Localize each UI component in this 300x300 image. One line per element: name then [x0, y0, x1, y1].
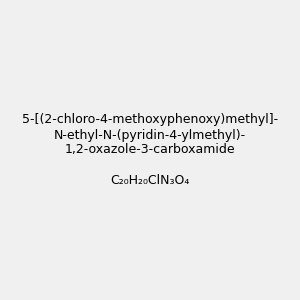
Text: 5-[(2-chloro-4-methoxyphenoxy)methyl]-
N-ethyl-N-(pyridin-4-ylmethyl)-
1,2-oxazo: 5-[(2-chloro-4-methoxyphenoxy)methyl]- N… [22, 113, 278, 187]
